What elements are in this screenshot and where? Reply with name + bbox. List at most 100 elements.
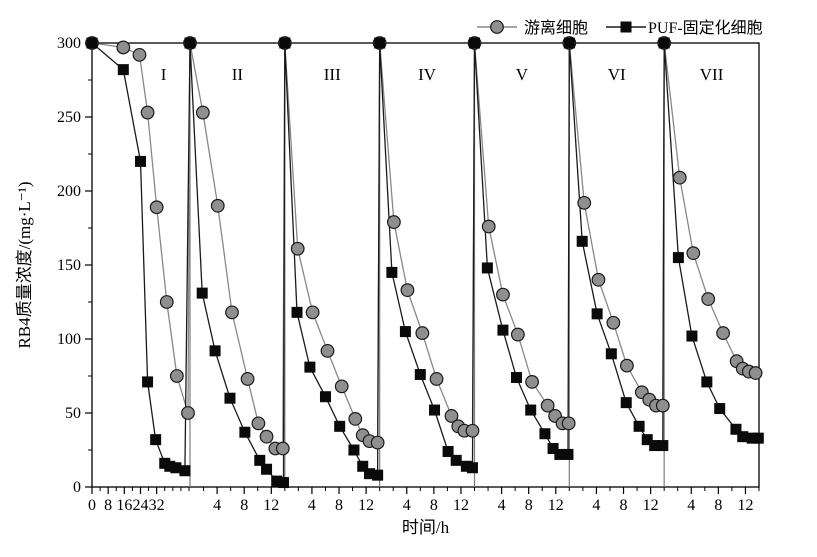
circle-marker bbox=[210, 198, 225, 213]
square-marker bbox=[291, 306, 303, 318]
x-tick-label: 8 bbox=[714, 497, 722, 514]
square-marker bbox=[357, 460, 369, 472]
square-marker bbox=[184, 37, 196, 49]
square-marker bbox=[657, 440, 669, 452]
square-marker bbox=[752, 432, 764, 444]
square-marker bbox=[164, 460, 176, 472]
x-tick-label: 8 bbox=[335, 497, 343, 514]
square-marker bbox=[466, 462, 478, 474]
x-axis: 0 8 16 24 32 4 8 12 4 8 12 4 8 12 4 8 12 4 8 12 4 8 12 bbox=[88, 487, 760, 514]
square-marker bbox=[254, 454, 266, 466]
circle-marker bbox=[444, 409, 459, 423]
circle-marker bbox=[320, 343, 335, 358]
circle-marker bbox=[716, 326, 730, 340]
y-axis-title: RB4质量浓度/(mg·L⁻¹) bbox=[15, 181, 34, 348]
square-marker bbox=[414, 369, 426, 381]
legend-item-puf-cells: PUF-固定化细胞 bbox=[606, 19, 763, 37]
square-marker bbox=[686, 330, 698, 342]
x-axis-title: 时间/h bbox=[402, 518, 450, 537]
y-tick-label: 200 bbox=[57, 183, 81, 200]
legend-item-free-cells: 游离细胞 bbox=[477, 19, 588, 37]
x-tick-label: 4 bbox=[498, 497, 506, 514]
square-marker bbox=[563, 37, 575, 49]
circle-marker bbox=[386, 215, 401, 229]
circle-marker bbox=[701, 292, 716, 306]
circle-marker bbox=[251, 416, 266, 431]
circle-marker bbox=[606, 315, 621, 330]
x-tick-label: 8 bbox=[104, 497, 112, 514]
circle-marker bbox=[415, 326, 430, 340]
x-tick-label: 8 bbox=[620, 497, 628, 514]
circle-marker bbox=[290, 241, 305, 256]
x-tick-label: 12 bbox=[548, 497, 564, 514]
square-marker bbox=[633, 420, 645, 432]
x-tick-label: 12 bbox=[737, 497, 753, 514]
x-tick-label: 32 bbox=[149, 497, 165, 514]
circle-marker bbox=[149, 200, 164, 215]
square-marker bbox=[737, 431, 749, 443]
cycle-label: IV bbox=[418, 65, 437, 84]
circle-marker bbox=[140, 105, 155, 120]
square-marker bbox=[730, 423, 742, 435]
square-marker bbox=[658, 37, 670, 49]
legend-label-puf-cells: PUF-固定化细胞 bbox=[648, 19, 763, 37]
square-marker bbox=[224, 392, 236, 404]
circle-marker bbox=[334, 379, 349, 394]
square-marker bbox=[239, 426, 251, 438]
circle-marker bbox=[181, 406, 195, 420]
square-marker bbox=[525, 404, 537, 416]
x-tick-label: 4 bbox=[687, 497, 695, 514]
square-marker bbox=[497, 324, 509, 336]
cycle-label: V bbox=[516, 65, 529, 84]
y-tick-label: 50 bbox=[65, 405, 81, 422]
square-marker bbox=[746, 432, 758, 444]
square-marker bbox=[620, 397, 632, 409]
circle-marker bbox=[225, 305, 239, 320]
square-marker bbox=[429, 404, 441, 416]
cycle-label: I bbox=[161, 65, 167, 84]
circle-marker bbox=[159, 295, 174, 309]
circle-marker bbox=[169, 369, 184, 383]
circle-marker bbox=[259, 429, 274, 444]
square-marker bbox=[170, 462, 182, 474]
square-marker bbox=[261, 463, 273, 475]
square-marker bbox=[399, 326, 411, 338]
cycle-label: VI bbox=[608, 65, 626, 84]
square-marker bbox=[442, 445, 454, 457]
square-marker bbox=[714, 403, 726, 415]
circle-marker bbox=[370, 435, 385, 450]
x-tick-label: 24 bbox=[132, 497, 148, 514]
circle-marker bbox=[195, 105, 210, 120]
square-marker bbox=[209, 345, 221, 357]
square-marker bbox=[562, 448, 574, 460]
circle-marker bbox=[481, 219, 496, 234]
square-marker bbox=[672, 252, 684, 264]
circle-marker bbox=[240, 372, 255, 386]
square-marker bbox=[196, 287, 208, 299]
square-marker bbox=[364, 468, 376, 480]
square-marker bbox=[348, 444, 360, 456]
square-marker bbox=[510, 371, 522, 383]
cycle-label: II bbox=[232, 65, 244, 84]
circle-marker bbox=[132, 47, 147, 62]
square-marker bbox=[649, 440, 661, 452]
y-tick-label: 300 bbox=[57, 35, 81, 52]
square-marker bbox=[481, 262, 493, 274]
square-marker bbox=[641, 434, 653, 446]
x-tick-label: 4 bbox=[592, 497, 600, 514]
circle-marker bbox=[275, 441, 290, 456]
square-marker bbox=[304, 361, 316, 373]
y-tick-label: 100 bbox=[57, 331, 81, 348]
x-tick-label: 4 bbox=[308, 497, 316, 514]
markers-free-cells bbox=[85, 36, 763, 456]
circle-marker bbox=[525, 375, 539, 389]
circle-marker bbox=[748, 366, 763, 380]
y-tick-label: 150 bbox=[57, 257, 81, 274]
circle-marker bbox=[116, 40, 131, 55]
y-tick-label: 250 bbox=[57, 109, 81, 126]
square-marker bbox=[117, 64, 129, 76]
x-tick-label: 8 bbox=[525, 497, 533, 514]
square-marker bbox=[547, 443, 559, 455]
